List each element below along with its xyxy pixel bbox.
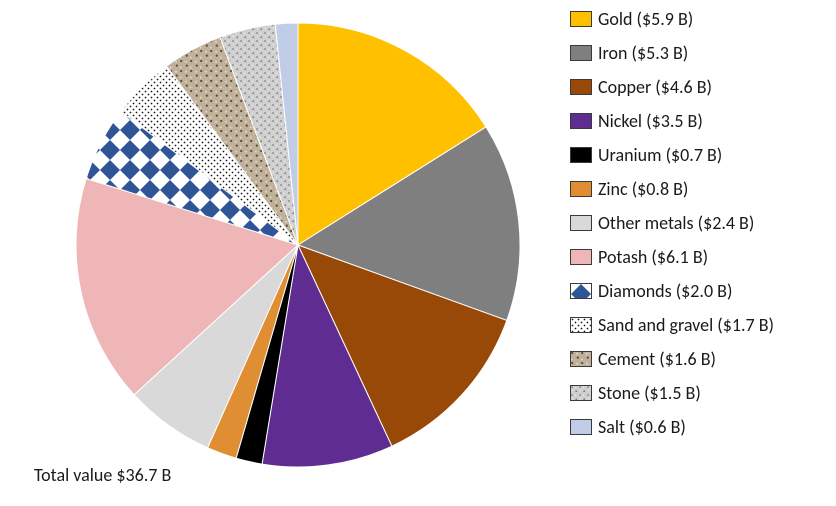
- legend-swatch: [570, 181, 592, 197]
- legend-swatch: [570, 385, 592, 401]
- legend-swatch: [570, 283, 592, 299]
- legend-label: Diamonds ($2.0 B): [598, 280, 732, 302]
- legend-swatch: [570, 45, 592, 61]
- total-value-label: Total value $36.7 B: [34, 464, 171, 486]
- legend-item: Salt ($0.6 B): [570, 410, 830, 444]
- legend-label: Salt ($0.6 B): [598, 416, 686, 438]
- legend-label: Uranium ($0.7 B): [598, 144, 722, 166]
- legend-label: Nickel ($3.5 B): [598, 110, 703, 132]
- legend: Gold ($5.9 B) Iron ($5.3 B) Copper ($4.6 B…: [570, 2, 830, 444]
- legend-item: Stone ($1.5 B): [570, 376, 830, 410]
- legend-swatch: [570, 419, 592, 435]
- legend-label: Zinc ($0.8 B): [598, 178, 688, 200]
- legend-swatch: [570, 215, 592, 231]
- pie-chart: [0, 0, 560, 506]
- legend-item: Copper ($4.6 B): [570, 70, 830, 104]
- legend-label: Sand and gravel ($1.7 B): [598, 314, 774, 336]
- legend-item: Diamonds ($2.0 B): [570, 274, 830, 308]
- legend-label: Gold ($5.9 B): [598, 8, 693, 30]
- legend-item: Zinc ($0.8 B): [570, 172, 830, 206]
- legend-swatch: [570, 351, 592, 367]
- legend-item: Iron ($5.3 B): [570, 36, 830, 70]
- legend-swatch: [570, 147, 592, 163]
- legend-label: Copper ($4.6 B): [598, 76, 712, 98]
- legend-swatch: [570, 79, 592, 95]
- legend-item: Potash ($6.1 B): [570, 240, 830, 274]
- legend-swatch: [570, 249, 592, 265]
- legend-item: Other metals ($2.4 B): [570, 206, 830, 240]
- legend-item: Nickel ($3.5 B): [570, 104, 830, 138]
- legend-item: Sand and gravel ($1.7 B): [570, 308, 830, 342]
- legend-swatch: [570, 113, 592, 129]
- legend-swatch: [570, 11, 592, 27]
- legend-item: Cement ($1.6 B): [570, 342, 830, 376]
- legend-swatch: [570, 317, 592, 333]
- legend-label: Cement ($1.6 B): [598, 348, 716, 370]
- legend-label: Other metals ($2.4 B): [598, 212, 754, 234]
- legend-label: Potash ($6.1 B): [598, 246, 708, 268]
- legend-item: Uranium ($0.7 B): [570, 138, 830, 172]
- legend-label: Stone ($1.5 B): [598, 382, 701, 404]
- legend-label: Iron ($5.3 B): [598, 42, 688, 64]
- legend-item: Gold ($5.9 B): [570, 2, 830, 36]
